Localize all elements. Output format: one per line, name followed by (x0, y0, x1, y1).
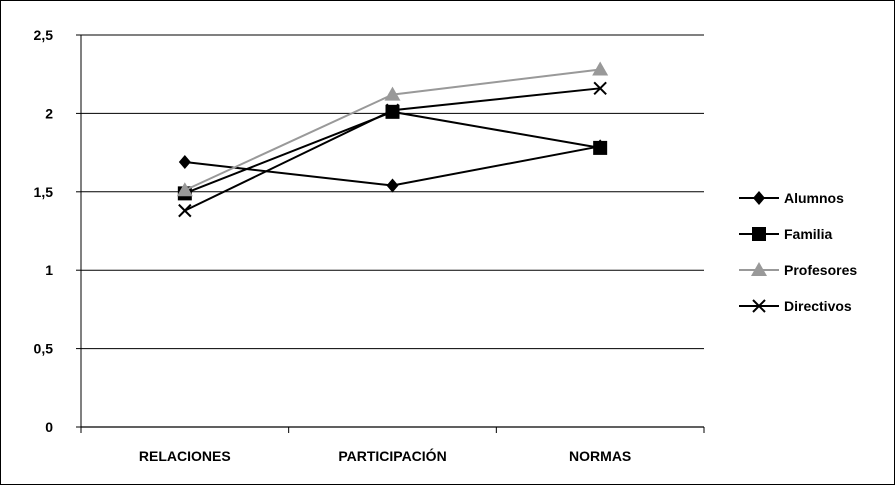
data-point-alumnos (386, 178, 399, 193)
x-marker-stroke (752, 299, 766, 313)
y-tick-label: 0 (45, 419, 53, 435)
y-tick-label: 2,5 (34, 27, 54, 43)
data-point-directivos (593, 81, 607, 96)
x-marker-stroke (593, 81, 607, 96)
x-marker-stroke (385, 103, 400, 117)
data-point-profesores (592, 61, 609, 76)
legend-label-alumnos: Alumnos (784, 190, 844, 206)
y-tick-label: 1,5 (34, 184, 54, 200)
x-category-labels: RELACIONES PARTICIPACIÓN NORMAS (139, 447, 631, 464)
legend-marker-profesores (751, 262, 767, 276)
legend-label-directivos: Directivos (784, 298, 852, 314)
legend-marker-alumnos (753, 191, 765, 205)
data-point-familia (593, 140, 608, 155)
legend: Alumnos Familia Profesores Directivos (739, 190, 857, 314)
legend-marker-familia (752, 227, 766, 241)
x-category-label: RELACIONES (139, 448, 231, 464)
y-tick-label: 2 (45, 105, 53, 121)
y-tick-label: 1 (45, 262, 53, 278)
y-tick-label: 0,5 (34, 341, 54, 357)
y-tick-labels: 0 0,5 1 1,5 2 2,5 (34, 27, 54, 435)
x-category-label: PARTICIPACIÓN (338, 447, 446, 464)
series-lines (176, 61, 609, 218)
x-category-label: NORMAS (569, 448, 631, 464)
data-point-familia (385, 104, 400, 119)
x-marker-stroke (178, 203, 192, 218)
data-point-profesores (384, 86, 401, 101)
data-point-alumnos (178, 155, 191, 170)
axes (76, 34, 705, 433)
legend-label-profesores: Profesores (784, 262, 857, 278)
data-point-profesores (176, 182, 193, 197)
legend-marker-directivos (752, 299, 766, 313)
data-point-directivos (385, 103, 400, 117)
data-point-directivos (178, 203, 192, 218)
legend-label-familia: Familia (784, 226, 832, 242)
